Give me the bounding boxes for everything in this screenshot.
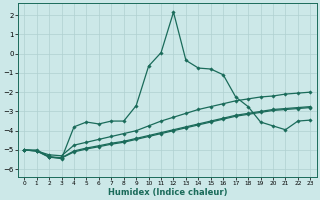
X-axis label: Humidex (Indice chaleur): Humidex (Indice chaleur) [108, 188, 227, 197]
